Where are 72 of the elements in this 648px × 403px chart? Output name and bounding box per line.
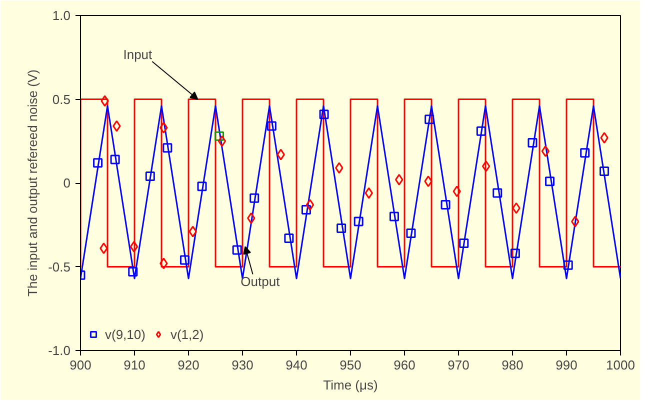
annotation: Input xyxy=(123,46,153,62)
point xyxy=(510,248,520,258)
x-axis-title: Time (μs) xyxy=(323,378,378,392)
point xyxy=(112,120,121,132)
legend-label: v(9,10) xyxy=(105,326,146,342)
point xyxy=(197,182,207,192)
point xyxy=(476,126,486,136)
point xyxy=(180,255,190,265)
x-tick-label: 990 xyxy=(556,358,578,372)
point xyxy=(482,160,490,172)
point xyxy=(218,135,226,147)
point xyxy=(395,174,404,186)
point xyxy=(440,200,450,210)
y-axis-title: The input and output refereed noise (V) xyxy=(25,70,40,296)
x-tick-label: 900 xyxy=(70,358,92,372)
point xyxy=(541,145,550,157)
point xyxy=(580,148,590,158)
x-tick-label: 960 xyxy=(394,358,416,372)
point xyxy=(160,258,168,270)
point xyxy=(276,148,285,160)
legend-label: v(1,2) xyxy=(170,326,204,342)
point xyxy=(188,226,197,238)
point xyxy=(93,158,103,168)
point xyxy=(600,132,608,144)
point xyxy=(100,242,108,254)
y-tick-label: -1.0 xyxy=(48,343,71,358)
point xyxy=(110,154,120,164)
x-tick-label: 940 xyxy=(286,358,308,372)
point xyxy=(266,121,276,131)
point xyxy=(250,193,260,203)
point xyxy=(528,138,538,148)
point xyxy=(247,212,256,224)
point xyxy=(301,205,311,215)
point xyxy=(335,162,344,174)
annotation: Output xyxy=(240,274,280,290)
point xyxy=(452,186,461,198)
point xyxy=(492,188,502,198)
point xyxy=(160,122,168,134)
point xyxy=(600,166,610,176)
point xyxy=(364,187,373,199)
x-tick-label: 930 xyxy=(232,358,254,372)
point xyxy=(424,176,432,188)
point xyxy=(145,172,155,182)
point xyxy=(354,216,364,226)
point xyxy=(232,245,242,255)
point xyxy=(545,176,555,186)
x-tick-label: 1000 xyxy=(606,358,635,372)
y-tick-label: 1.0 xyxy=(52,8,71,23)
point xyxy=(459,238,469,248)
y-tick-label: 0 xyxy=(63,176,71,190)
point xyxy=(162,143,172,153)
x-tick-label: 980 xyxy=(502,358,524,372)
point xyxy=(130,240,138,252)
point xyxy=(284,234,294,244)
point xyxy=(336,223,346,233)
point xyxy=(100,95,109,107)
x-tick-label: 920 xyxy=(178,358,200,372)
point xyxy=(214,131,224,141)
point xyxy=(128,267,138,277)
point xyxy=(406,228,416,238)
y-tick-label: -0.5 xyxy=(48,259,71,274)
y-tick-label: 0.5 xyxy=(52,92,71,107)
point xyxy=(563,260,573,270)
x-tick-label: 970 xyxy=(448,358,470,372)
point xyxy=(424,114,434,124)
point xyxy=(571,216,580,228)
point xyxy=(389,212,399,222)
x-tick-label: 910 xyxy=(124,358,146,372)
x-tick-label: 950 xyxy=(340,358,362,372)
point xyxy=(319,110,329,120)
point xyxy=(306,199,314,211)
point xyxy=(512,202,520,214)
